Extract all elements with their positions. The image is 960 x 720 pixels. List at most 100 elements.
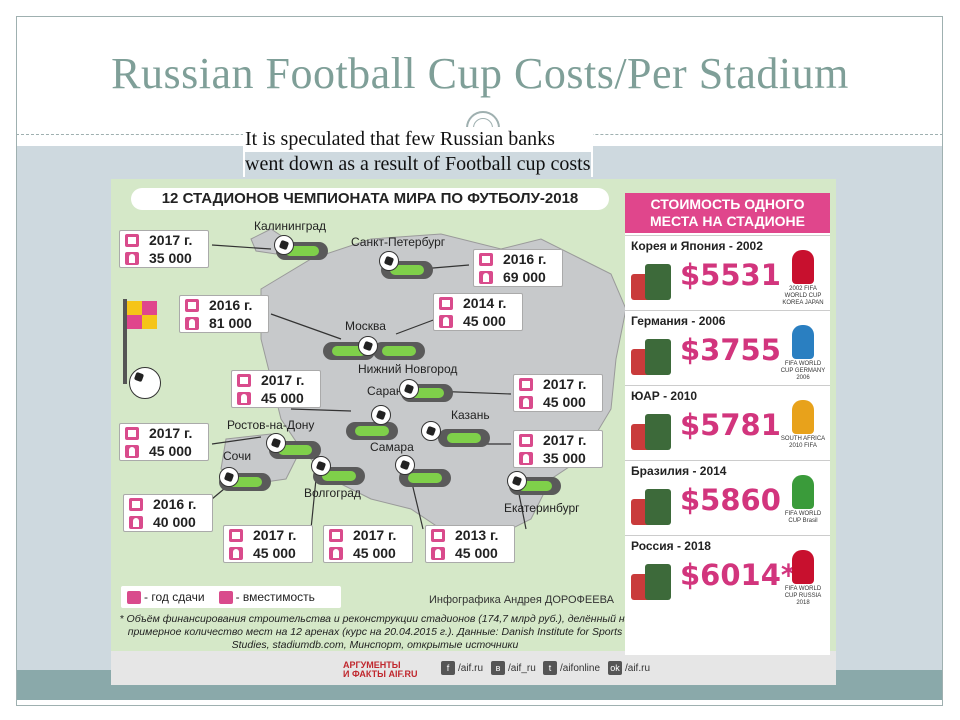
social-ok[interactable]: ok /aif.ru (608, 661, 650, 675)
city-moscow: Москва (345, 319, 386, 333)
cost-price: $3755 (680, 333, 781, 367)
ball-icon (274, 235, 294, 255)
stat-year: 2017 г. (261, 372, 305, 388)
people-icon (237, 391, 251, 405)
stat-capacity: 35 000 (543, 450, 586, 466)
subtitle-line-1: It is speculated that few Russian banks (245, 128, 555, 150)
ball-icon (399, 379, 419, 399)
cost-price: $5860 (680, 483, 781, 517)
people-icon (218, 590, 233, 604)
stat-capacity: 45 000 (253, 545, 296, 561)
stat-kazan: 2017 г. 35 000 (513, 430, 603, 468)
panel-head-line-1: СТОИМОСТЬ ОДНОГО (650, 196, 805, 212)
social-label: /aif_ru (508, 662, 536, 674)
facebook-icon: f (441, 661, 455, 675)
calendar-icon (329, 528, 343, 542)
cost-price: $5531 (680, 258, 781, 292)
city-kazan: Казань (451, 408, 490, 422)
cost-row-label: Корея и Япония - 2002 (631, 239, 763, 253)
stat-year: 2016 г. (503, 251, 547, 267)
world-cup-logo-icon: SOUTH AFRICA 2010 FIFA (780, 396, 826, 454)
calendar-icon (237, 373, 251, 387)
legend-capacity: - вместимость (235, 590, 315, 604)
infographic-credit: Инфографика Андрея ДОРОФЕЕВА (429, 594, 614, 606)
ok-icon: ok (608, 661, 622, 675)
stat-rostov: 2017 г. 45 000 (119, 423, 209, 461)
people-icon (185, 316, 199, 330)
world-cup-logo-icon: FIFA WORLD CUP RUSSIA 2018 (782, 546, 824, 606)
slide-subtitle[interactable]: It is speculated that few Russian banks … (243, 127, 593, 177)
city-ekb: Екатеринбург (504, 501, 580, 515)
stat-capacity: 81 000 (209, 315, 252, 331)
logo-text: 2002 FIFA WORLD CUP KOREA JAPAN (782, 286, 824, 306)
cost-row-2006: Германия - 2006 $3755 FIFA WORLD CUP GER… (625, 310, 830, 385)
cost-price: $5781 (680, 408, 781, 442)
infographic-footer: АРГУМЕНТЫ И ФАКТЫ AIF.RU f /aif.ru в /ai… (111, 651, 836, 685)
logo-text: FIFA WORLD CUP GERMANY 2006 (780, 361, 826, 381)
logo-text: FIFA WORLD CUP Brasil (784, 511, 822, 524)
people-icon (129, 515, 143, 529)
vk-icon: в (491, 661, 505, 675)
stadium-moscow-2 (373, 342, 425, 360)
infographic-image[interactable]: 12 СТАДИОНОВ ЧЕМПИОНАТА МИРА ПО ФУТБОЛУ-… (111, 179, 836, 685)
social-facebook[interactable]: f /aif.ru (441, 661, 483, 675)
ball-icon (266, 433, 286, 453)
stat-moscow-2: 2014 г. 45 000 (433, 293, 523, 331)
social-twitter[interactable]: t /aifonline (543, 661, 600, 675)
people-icon (479, 270, 493, 284)
stat-spb: 2016 г. 69 000 (473, 249, 563, 287)
cost-panel-header: СТОИМОСТЬ ОДНОГО МЕСТА НА СТАДИОНЕ (625, 193, 830, 233)
calendar-icon (519, 433, 533, 447)
people-icon (125, 251, 139, 265)
stat-ekb: 2013 г. 45 000 (425, 525, 515, 563)
cost-price: $6014* (680, 558, 797, 592)
stat-kaliningrad: 2017 г. 35 000 (119, 230, 209, 268)
cost-row-2014: Бразилия - 2014 $5860 FIFA WORLD CUP Bra… (625, 460, 830, 535)
cost-row-2018: Россия - 2018 $6014* FIFA WORLD CUP RUSS… (625, 535, 830, 610)
stat-year: 2017 г. (149, 425, 193, 441)
stadium-saransk (346, 422, 398, 440)
ball-icon (507, 471, 527, 491)
legend: - год сдачи - вместимость (121, 586, 341, 608)
ball-icon (379, 251, 399, 271)
city-rostov: Ростов-на-Дону (227, 418, 315, 432)
slide-title[interactable]: Russian Football Cup Costs/Per Stadium (111, 49, 849, 98)
infographic-header: 12 СТАДИОНОВ ЧЕМПИОНАТА МИРА ПО ФУТБОЛУ-… (131, 188, 609, 210)
stadium-samara (399, 469, 451, 487)
stadium-kazan (438, 429, 490, 447)
social-label: /aifonline (560, 662, 601, 674)
world-cup-logo-icon: 2002 FIFA WORLD CUP KOREA JAPAN (782, 246, 824, 306)
calendar-icon (439, 296, 453, 310)
seat-stack-icon (631, 556, 675, 604)
city-samara: Самара (370, 440, 414, 454)
social-vk[interactable]: в /aif_ru (491, 661, 536, 675)
social-label: /aif.ru (625, 662, 651, 674)
cost-row-label: Германия - 2006 (631, 314, 726, 328)
seat-stack-icon (631, 481, 675, 529)
stat-year: 2014 г. (463, 295, 507, 311)
stat-year: 2016 г. (209, 297, 253, 313)
people-icon (519, 451, 533, 465)
stat-year: 2017 г. (543, 376, 587, 392)
people-icon (439, 314, 453, 328)
stat-capacity: 45 000 (455, 545, 498, 561)
calendar-icon (129, 497, 143, 511)
cost-row-label: Бразилия - 2014 (631, 464, 727, 478)
stat-capacity: 45 000 (543, 394, 586, 410)
people-icon (431, 546, 445, 560)
cost-panel: СТОИМОСТЬ ОДНОГО МЕСТА НА СТАДИОНЕ Корея… (625, 193, 830, 655)
stat-year: 2017 г. (149, 232, 193, 248)
cost-row-2002: Корея и Япония - 2002 $5531 2002 FIFA WO… (625, 235, 830, 310)
stat-samara: 2017 г. 45 000 (323, 525, 413, 563)
stat-capacity: 45 000 (353, 545, 396, 561)
stat-saransk: 2017 г. 45 000 (231, 370, 321, 408)
stat-sochi: 2016 г. 40 000 (123, 494, 213, 532)
stat-year: 2013 г. (455, 527, 499, 543)
brand-line-1: АРГУМЕНТЫ (343, 660, 401, 670)
calendar-icon (185, 298, 199, 312)
logo-text: FIFA WORLD CUP RUSSIA 2018 (784, 586, 822, 606)
logo-text: SOUTH AFRICA 2010 FIFA (780, 436, 826, 449)
slide-frame (16, 16, 943, 706)
seat-stack-icon (631, 406, 675, 454)
seat-stack-icon (631, 331, 675, 379)
